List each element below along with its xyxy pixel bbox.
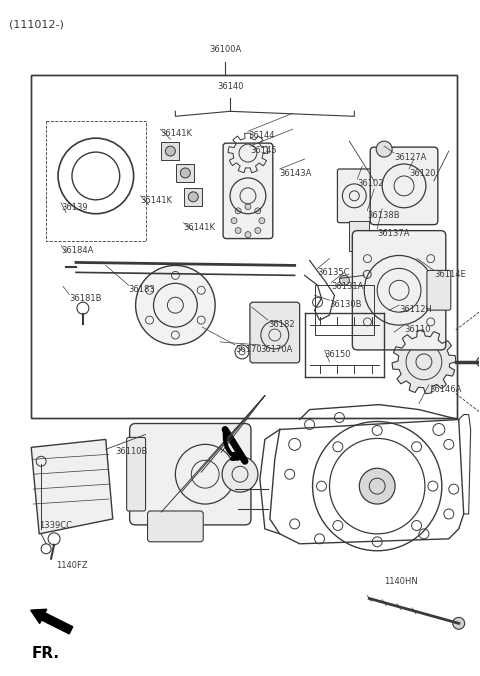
FancyArrow shape bbox=[31, 609, 73, 634]
Bar bbox=[31, 74, 457, 418]
Text: FR.: FR. bbox=[31, 646, 59, 661]
Circle shape bbox=[235, 228, 241, 233]
Text: 36144: 36144 bbox=[248, 131, 275, 140]
Text: 36143A: 36143A bbox=[280, 169, 312, 178]
Circle shape bbox=[360, 468, 395, 504]
Text: 36130B: 36130B bbox=[329, 300, 362, 309]
FancyBboxPatch shape bbox=[352, 231, 446, 350]
Text: 36138B: 36138B bbox=[367, 211, 400, 220]
Text: 36183: 36183 bbox=[129, 285, 156, 294]
FancyBboxPatch shape bbox=[370, 147, 438, 224]
Text: 36182: 36182 bbox=[268, 320, 294, 329]
FancyArrow shape bbox=[235, 457, 249, 479]
Circle shape bbox=[235, 208, 241, 214]
Circle shape bbox=[453, 617, 465, 629]
FancyBboxPatch shape bbox=[147, 511, 203, 541]
Circle shape bbox=[136, 266, 215, 345]
Text: 36181B: 36181B bbox=[69, 294, 101, 304]
Bar bbox=[31, 74, 457, 418]
Bar bbox=[349, 220, 369, 251]
FancyBboxPatch shape bbox=[337, 169, 371, 222]
Text: 36141K: 36141K bbox=[160, 129, 192, 138]
Text: 36170: 36170 bbox=[235, 345, 262, 354]
Text: 36102: 36102 bbox=[357, 179, 384, 188]
FancyBboxPatch shape bbox=[250, 302, 300, 363]
Polygon shape bbox=[392, 330, 456, 393]
Circle shape bbox=[255, 208, 261, 214]
Circle shape bbox=[180, 168, 190, 178]
Text: 36146A: 36146A bbox=[429, 385, 461, 393]
Text: 36145: 36145 bbox=[250, 146, 276, 155]
FancyBboxPatch shape bbox=[427, 270, 451, 310]
Text: 36110B: 36110B bbox=[116, 448, 148, 456]
Text: (111012-): (111012-) bbox=[9, 20, 64, 30]
Bar bbox=[314, 285, 374, 335]
Text: 36184A: 36184A bbox=[61, 245, 94, 255]
FancyBboxPatch shape bbox=[130, 423, 251, 525]
Circle shape bbox=[245, 232, 251, 237]
Text: 36112H: 36112H bbox=[399, 305, 432, 314]
Bar bbox=[161, 142, 180, 160]
Circle shape bbox=[231, 218, 237, 224]
Bar bbox=[184, 188, 202, 206]
Text: 36114E: 36114E bbox=[434, 270, 466, 279]
Circle shape bbox=[166, 146, 175, 156]
Text: 36170A: 36170A bbox=[260, 345, 292, 354]
Circle shape bbox=[245, 203, 251, 210]
Bar bbox=[176, 164, 194, 182]
Text: 36141K: 36141K bbox=[141, 196, 173, 205]
Circle shape bbox=[222, 456, 258, 492]
Text: 36120: 36120 bbox=[409, 169, 435, 178]
Text: 1140HN: 1140HN bbox=[384, 577, 418, 585]
Text: 36137A: 36137A bbox=[377, 228, 410, 238]
FancyBboxPatch shape bbox=[223, 143, 273, 239]
Circle shape bbox=[477, 357, 480, 367]
Text: 36127A: 36127A bbox=[394, 153, 426, 162]
Text: 36100A: 36100A bbox=[209, 45, 241, 53]
Text: 36139: 36139 bbox=[61, 203, 88, 212]
Circle shape bbox=[188, 192, 198, 202]
Text: 36141K: 36141K bbox=[183, 222, 216, 232]
Text: 1140FZ: 1140FZ bbox=[56, 560, 88, 570]
Polygon shape bbox=[31, 439, 113, 534]
Text: 36140: 36140 bbox=[217, 82, 243, 91]
Circle shape bbox=[376, 141, 392, 157]
Circle shape bbox=[255, 228, 261, 233]
Text: 36135C: 36135C bbox=[318, 268, 350, 277]
Circle shape bbox=[339, 275, 349, 285]
Text: 36110: 36110 bbox=[404, 325, 431, 334]
Text: 36150: 36150 bbox=[324, 350, 351, 359]
FancyBboxPatch shape bbox=[127, 437, 145, 511]
Text: 36131A: 36131A bbox=[332, 283, 364, 291]
Circle shape bbox=[259, 218, 265, 224]
Text: 1339CC: 1339CC bbox=[39, 521, 72, 530]
